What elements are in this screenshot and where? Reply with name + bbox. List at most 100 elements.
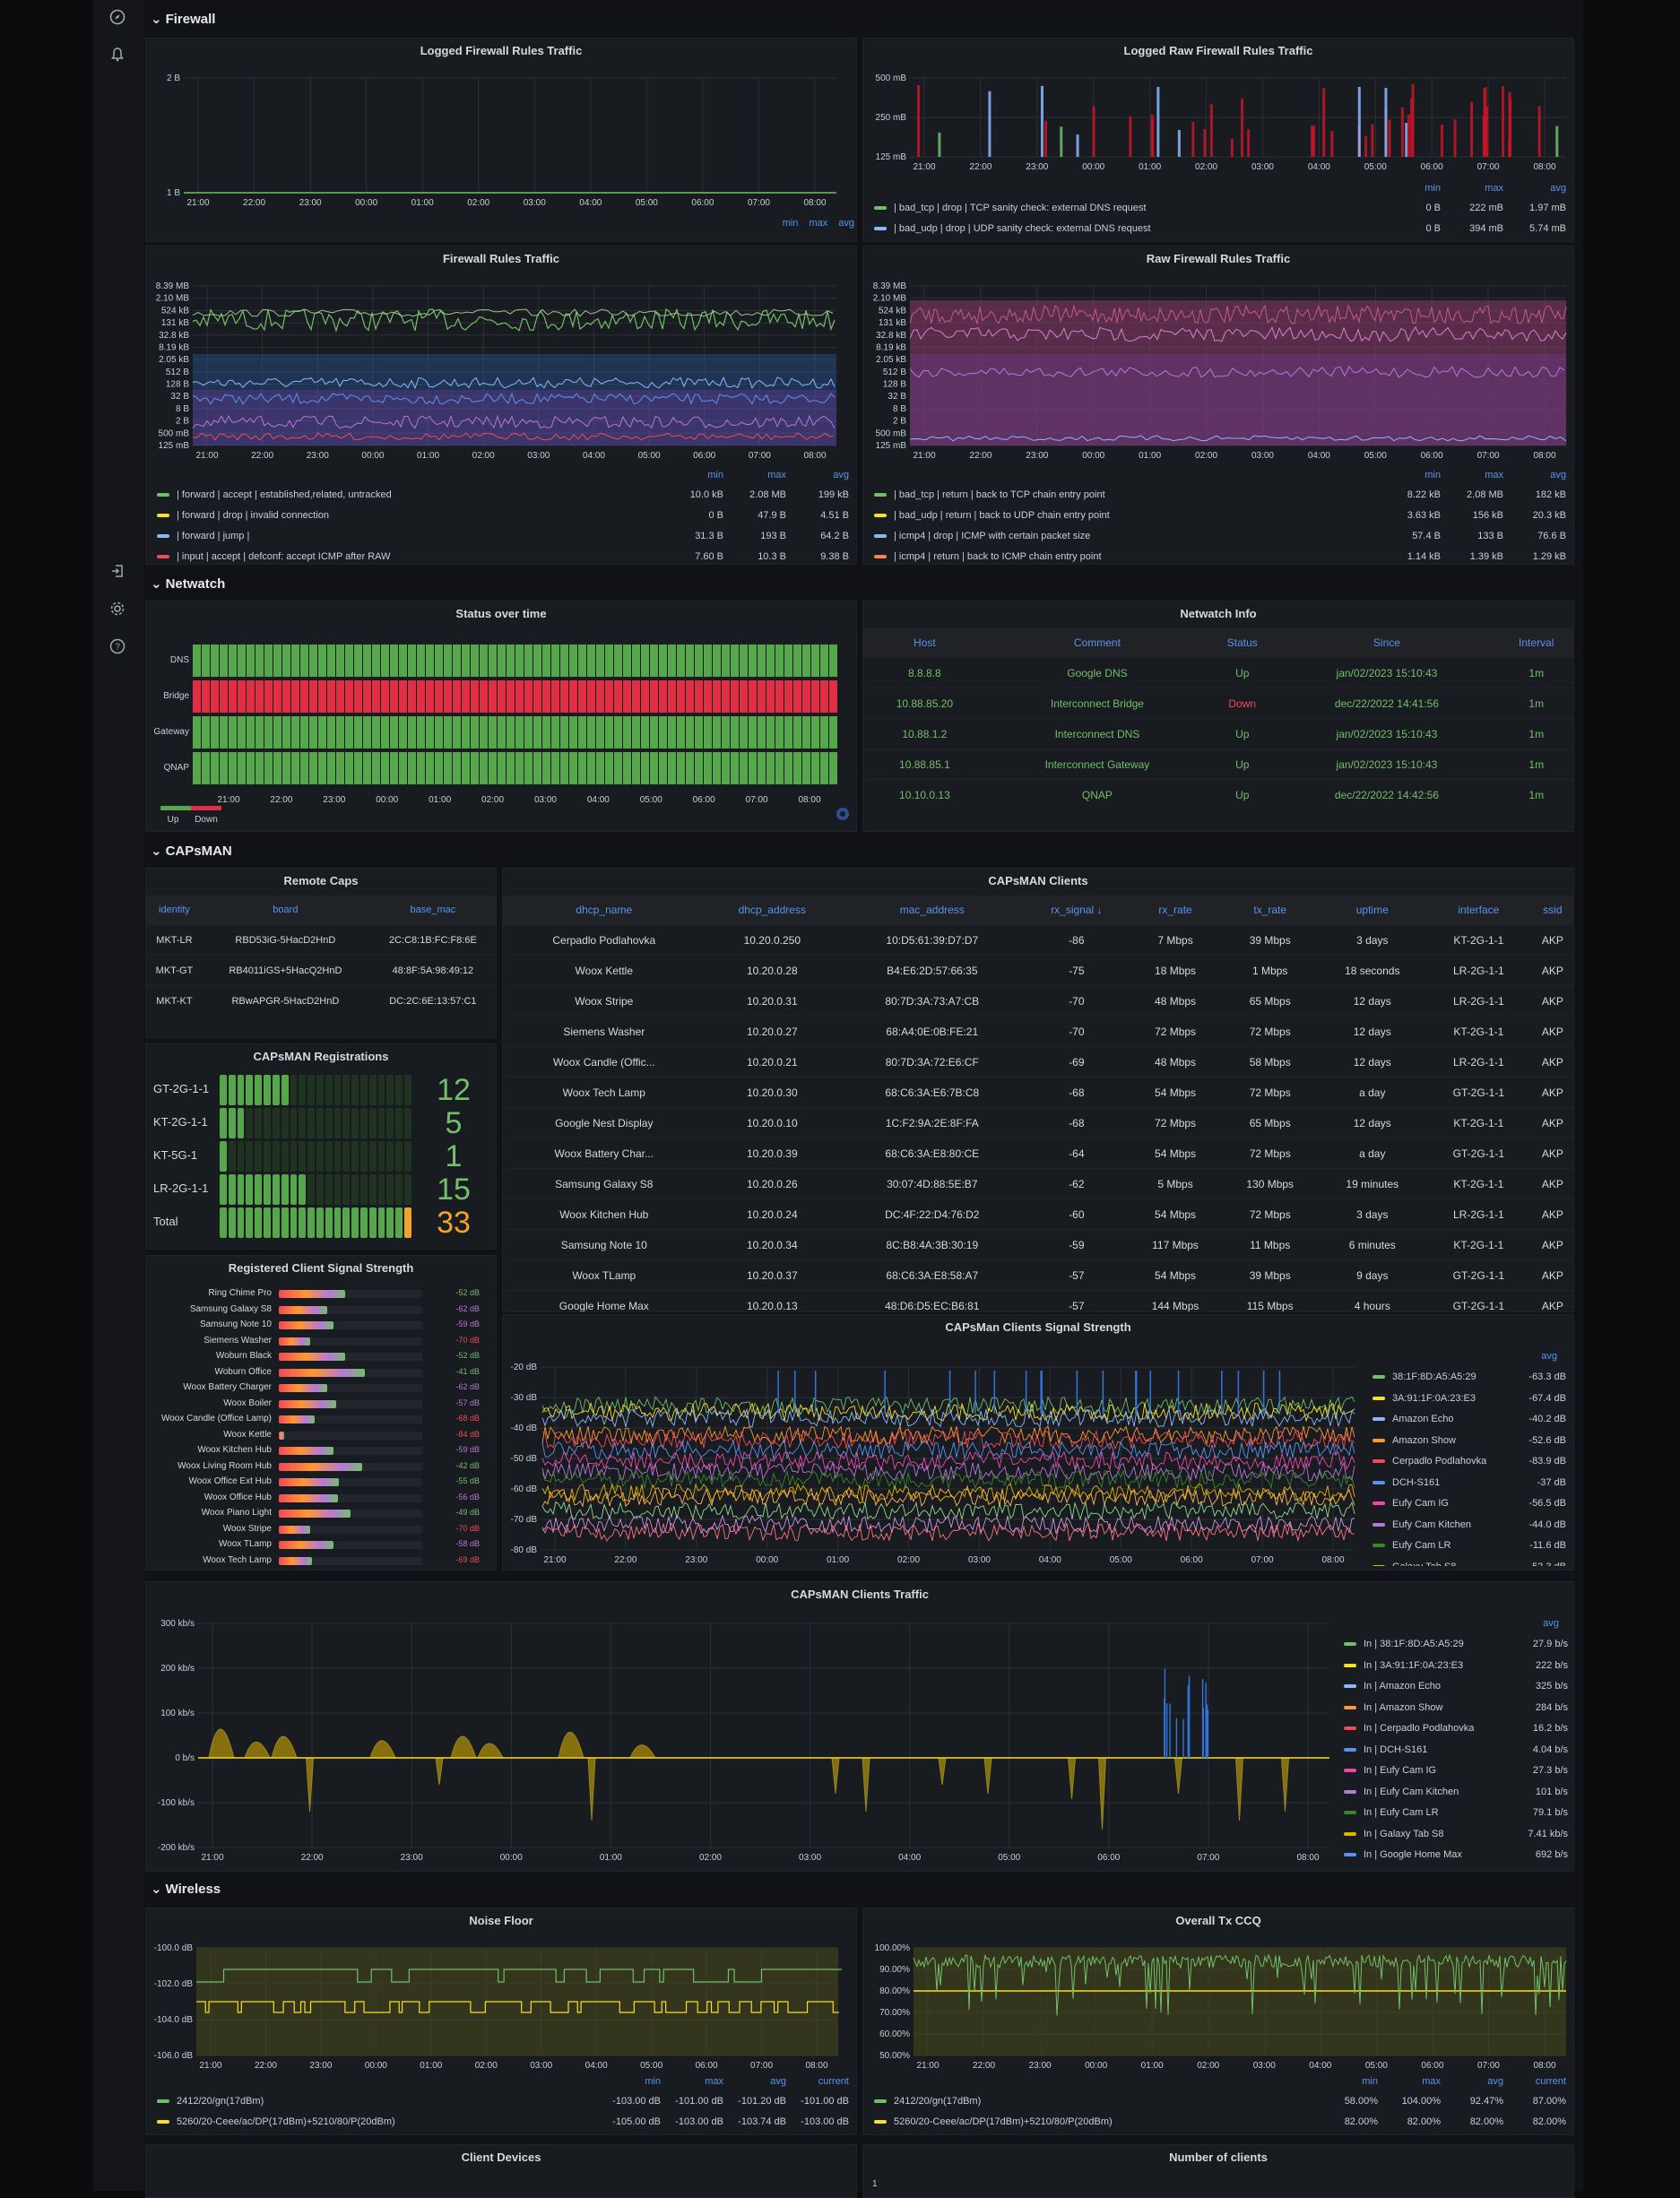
row-netwatch[interactable]: ⌄ Netwatch [151,575,226,593]
table-cell: Woox Kettle [503,955,706,986]
legend-item[interactable]: 3A:91:1F:0A:23:E3 -67.4 dB [1373,1389,1566,1408]
row-firewall[interactable]: ⌄ Firewall [151,11,216,28]
legend-item[interactable]: | icmp4 | drop | ICMP with certain packe… [874,526,1566,546]
column-header[interactable]: dhcp_address [705,896,840,925]
panel-client-devices[interactable]: Client Devices [145,2144,857,2198]
column-header[interactable]: rx_signal ↓ [1025,896,1129,925]
legend-item[interactable]: 5260/20-Ceee/ac/DP(17dBm)+5210/80/P(20dB… [874,2112,1566,2132]
column-header[interactable]: identity [146,896,203,925]
panel-capsman-registrations[interactable]: CAPsMAN Registrations GT-2G-1-1 12 KT-2G-1… [145,1043,497,1250]
panel-overall-tx-ccq[interactable]: Overall Tx CCQ 100.00% 90.00% 80.00% 70.00%… [862,1908,1574,2135]
legend-item[interactable]: In | DCH-S161 4.04 b/s [1344,1740,1568,1760]
legend-item[interactable]: | input | accept | defconf: accept ICMP … [157,547,849,564]
legend-item[interactable]: Eufy Cam LR -11.6 dB [1373,1536,1566,1555]
column-header[interactable]: uptime [1317,896,1427,925]
status-cell [238,680,246,713]
column-header[interactable]: ssid [1529,896,1573,925]
legend-item[interactable]: | bad_tcp | return | back to TCP chain e… [874,485,1566,505]
legend-item[interactable]: | bad_udp | drop | UDP sanity check: ext… [874,219,1566,238]
x-tick: 05:00 [1364,451,1387,461]
sign-in-icon[interactable] [106,559,129,583]
legend-item[interactable]: 5260/20-Ceee/ac/DP(17dBm)+5210/80/P(20dB… [157,2112,849,2132]
legend-item[interactable]: In | Amazon Show 284 b/s [1344,1698,1568,1718]
legend-item[interactable]: | forward | drop | invalid connection 0 B… [157,506,849,525]
panel-clients-traffic[interactable]: CAPsMAN Clients Traffic 300 kb/s 200 kb/s… [145,1581,1574,1872]
row-wireless[interactable]: ⌄ Wireless [151,1881,221,1898]
legend-item[interactable]: In | Eufy Cam LR 79.1 b/s [1344,1803,1568,1822]
compass-icon[interactable] [106,5,129,29]
y-tick: 125 mB [876,152,907,162]
legend-item[interactable]: Galaxy Tab S8-52.3 dB [1373,1557,1566,1566]
column-header[interactable]: interface [1427,896,1530,925]
panel-raw-firewall-rules-traffic[interactable]: Raw Firewall Rules Traffic 8.39 MB 2.10 M… [862,246,1574,565]
traffic-dip [1280,1757,1290,1813]
panel-status-over-time[interactable]: Status over time DNS Bridge Gateway QNAP 21:… [145,601,857,832]
legend-item[interactable]: Cerpadlo Podlahovka -83.9 dB [1373,1451,1566,1471]
legend-item[interactable]: Amazon Echo -40.2 dB [1373,1409,1566,1429]
legend-item[interactable]: | bad_tcp | drop | TCP sanity check: ext… [874,198,1566,218]
legend-item[interactable]: In | Galaxy Tab S8 7.41 kb/s [1344,1824,1568,1844]
column-header[interactable]: Since [1276,628,1498,658]
legend-item[interactable]: 38:1F:8D:A5:A5:29 -63.3 dB [1373,1367,1566,1387]
column-header[interactable]: mac_address [839,896,1026,925]
legend-item[interactable]: | forward | accept | established,related… [157,485,849,505]
column-header[interactable]: board [202,896,368,925]
series-area [193,354,836,446]
panel-logged-firewall-traffic[interactable]: Logged Firewall Rules Traffic 2 B 1 B 21:0… [145,38,857,242]
page-scrollbar[interactable] [1583,0,1596,2191]
legend-item[interactable]: In | Google Home Max 692 b/s [1344,1845,1568,1865]
legend-item[interactable]: 2412/20/gn(17dBm) -103.00 dB -101.00 dB -10… [157,2091,849,2111]
column-header[interactable]: rx_rate [1128,896,1223,925]
legend-item[interactable]: In | 38:1F:8D:A5:A5:29 27.9 b/s [1344,1634,1568,1654]
gauge-segment [264,1108,271,1138]
panel-clients-signal-strength[interactable]: CAPsMan Clients Signal Strength -20 dB -3… [502,1314,1574,1571]
legend-item[interactable]: In | Amazon Echo 325 b/s [1344,1676,1568,1696]
legend-item[interactable]: Amazon Show -52.6 dB [1373,1431,1566,1450]
status-cell [193,752,201,784]
legend-item[interactable]: In | Eufy Cam IG 27.3 b/s [1344,1761,1568,1780]
legend-item[interactable]: Eufy Cam IG -56.5 dB [1373,1493,1566,1513]
panel-noise-floor[interactable]: Noise Floor -100.0 dB -102.0 dB -104.0 dB -… [145,1908,857,2135]
bell-icon[interactable] [106,43,129,66]
panel-registered-client-signal[interactable]: Registered Client Signal Strength Ring C… [145,1255,497,1571]
legend-item[interactable]: | bad_udp | return | back to UDP chain e… [874,506,1566,525]
column-header[interactable]: base_mac [368,896,496,925]
bar-label: Woox Stripe [222,1523,272,1534]
column-header[interactable]: Host [863,628,986,658]
traffic-dip [587,1757,596,1822]
table-cell: AKP [1529,985,1573,1017]
status-cell [417,680,425,713]
firewall-rules-chart: 8.39 MB 2.10 MB 524 kB 131 kB 32.8 kB8.19 kB… [156,281,836,461]
row-capsman[interactable]: ⌄ CAPsMAN [151,843,232,860]
legend-item[interactable]: | forward | jump | 31.3 B 193 B 64.2 B [157,526,849,546]
legend-value: 156 kB [1472,510,1503,521]
panel-number-of-clients[interactable]: Number of clients 1 [862,2144,1574,2198]
legend-item[interactable]: In | 3A:91:1F:0A:23:E3 222 b/s [1344,1656,1568,1675]
legend-item[interactable]: 2412/20/gn(17dBm) 58.00% 104.00% 92.47% 87.0… [874,2091,1566,2111]
panel-firewall-rules-traffic[interactable]: Firewall Rules Traffic 8.39 MB 2.10 MB 524… [145,246,857,565]
legend-label: In | Cerpadlo Podlahovka [1364,1723,1475,1734]
column-header[interactable]: Comment [985,628,1209,658]
legend-item[interactable]: In | Cerpadlo Podlahovka 16.2 b/s [1344,1718,1568,1738]
panel-capsman-clients[interactable]: CAPsMAN Clients dhcp_name dhcp_address mac… [502,868,1574,1312]
panel-remote-caps[interactable]: Remote Caps identity board base_mac MKT-LR… [145,868,497,1038]
column-header[interactable]: dhcp_name [503,896,706,925]
status-cell [542,716,550,749]
status-cell [596,752,604,784]
panel-logged-raw-firewall-traffic[interactable]: Logged Raw Firewall Rules Traffic 500 mB… [862,38,1574,242]
legend-item[interactable]: | icmp4 | return | back to ICMP chain en… [874,547,1566,564]
gear-icon[interactable] [106,597,129,620]
column-header[interactable]: tx_rate [1222,896,1318,925]
table-cell: Interconnect Bridge [985,688,1209,719]
status-cell [722,645,730,677]
column-header[interactable]: Status [1208,628,1277,658]
table-cell: Up [1208,749,1277,780]
legend-item[interactable]: DCH-S161 -37 dB [1373,1473,1566,1493]
column-header[interactable]: Interval [1497,628,1573,658]
help-icon[interactable]: ? [106,635,129,658]
legend-item[interactable]: Eufy Cam Kitchen -44.0 dB [1373,1515,1566,1535]
panel-netwatch-info[interactable]: Netwatch Info Host Comment Status Since Inte… [862,601,1574,832]
status-cell [829,716,837,749]
status-cell [318,716,326,749]
legend-item[interactable]: In | Eufy Cam Kitchen 101 b/s [1344,1782,1568,1802]
